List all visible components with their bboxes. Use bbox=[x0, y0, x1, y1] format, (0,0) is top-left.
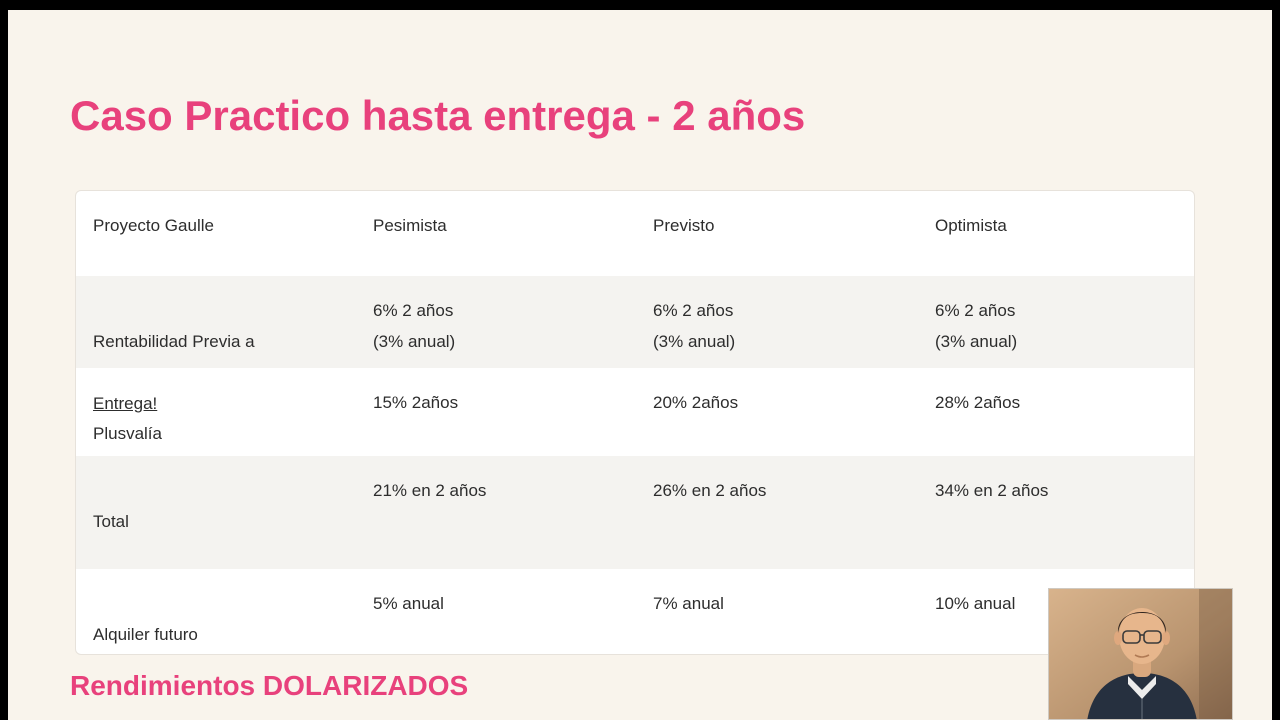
slide-title: Caso Practico hasta entrega - 2 años bbox=[70, 92, 806, 139]
table-row: Rentabilidad Previa a Entrega! 6% 2 años… bbox=[76, 276, 1194, 413]
table-cell: 26% en 2 años bbox=[653, 481, 767, 500]
table-row: Total 21% en 2 años 26% en 2 años 34% en… bbox=[76, 456, 1194, 569]
table-header-row: Proyecto Gaulle Pesimista Previsto Optim… bbox=[76, 191, 1194, 276]
table-cell: 10% anual bbox=[935, 594, 1016, 613]
table-cell: 15% 2años bbox=[373, 393, 459, 412]
row-label: Rentabilidad Previa a Entrega! bbox=[93, 276, 373, 450]
row-label: Plusvalía bbox=[93, 368, 373, 480]
table-cell: 34% en 2 años bbox=[935, 481, 1049, 500]
row-label-text: Total bbox=[93, 512, 129, 531]
table-cell: 28% 2años bbox=[935, 393, 1021, 412]
table-cell: 21% en 2 años bbox=[373, 481, 487, 500]
webcam-overlay bbox=[1048, 588, 1233, 720]
presentation-slide: Caso Practico hasta entrega - 2 años Pro… bbox=[8, 10, 1272, 720]
row-label-line1: Rentabilidad Previa a bbox=[93, 332, 255, 351]
row-label-text: Alquiler futuro bbox=[93, 625, 198, 644]
table-cell: 5% anual bbox=[373, 594, 444, 613]
column-header-project: Proyecto Gaulle bbox=[93, 216, 214, 235]
row-label-line2-underlined: Entrega! bbox=[93, 394, 158, 413]
scenario-table: Proyecto Gaulle Pesimista Previsto Optim… bbox=[75, 190, 1195, 655]
table-cell: 6% 2 años (3% anual) bbox=[653, 301, 736, 351]
glasses-icon bbox=[1122, 630, 1141, 644]
table-cell: 7% anual bbox=[653, 594, 724, 613]
column-header-optimista: Optimista bbox=[935, 216, 1007, 235]
shirt-collar bbox=[1128, 676, 1156, 699]
row-label-text: Plusvalía bbox=[93, 424, 162, 443]
column-header-pesimista: Pesimista bbox=[373, 216, 447, 235]
row-label: Total bbox=[93, 456, 373, 569]
table-row: Plusvalía 15% 2años 20% 2años 28% 2años bbox=[76, 368, 1194, 456]
table-cell: 20% 2años bbox=[653, 393, 739, 412]
slide-footer: Rendimientos DOLARIZADOS bbox=[70, 670, 469, 701]
column-header-previsto: Previsto bbox=[653, 216, 715, 235]
face bbox=[1119, 608, 1165, 664]
table-cell: 6% 2 años (3% anual) bbox=[373, 301, 456, 351]
table-row: Alquiler futuro 5% anual 7% anual 10% an… bbox=[76, 569, 1194, 654]
table-cell: 6% 2 años (3% anual) bbox=[935, 301, 1018, 351]
person-silhouette bbox=[1049, 589, 1232, 719]
row-label: Alquiler futuro bbox=[93, 569, 373, 654]
